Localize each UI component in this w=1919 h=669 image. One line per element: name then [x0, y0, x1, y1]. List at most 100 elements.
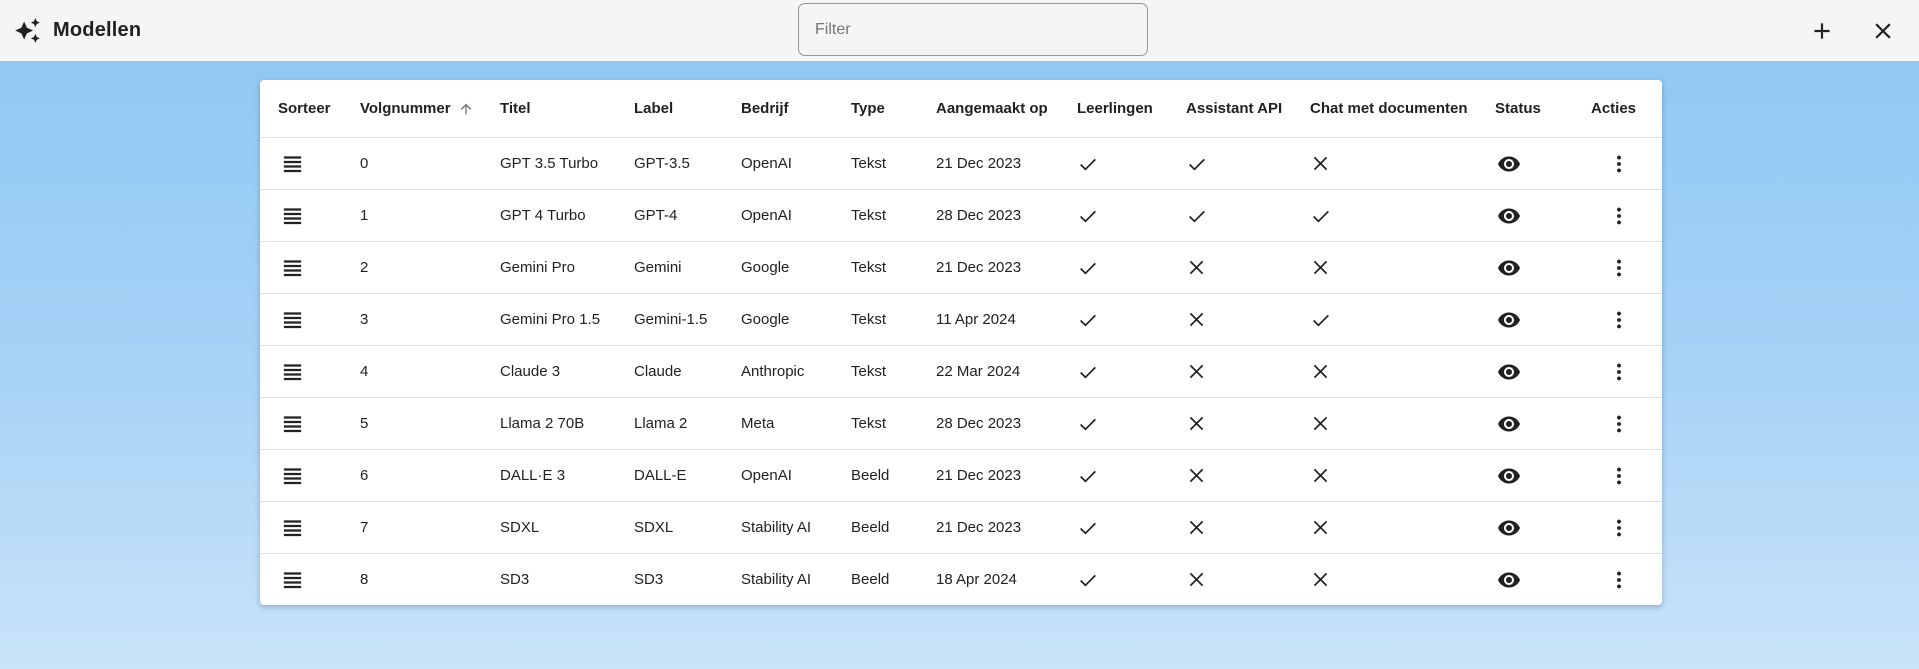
drag-handle[interactable] — [278, 306, 306, 334]
cell-bedrijf: Anthropic — [741, 363, 805, 380]
cell-bedrijf: Google — [741, 311, 790, 328]
table-row: 7 SDXL SDXL Stability AI Beeld 21 Dec 2023 — [260, 501, 1662, 553]
boolean-cell — [1292, 517, 1477, 538]
boolean-cell — [1059, 257, 1168, 279]
actions-cell — [1573, 410, 1662, 438]
cell-volgnummer: 8 — [360, 571, 369, 588]
status-visibility-button[interactable] — [1495, 358, 1523, 386]
drag-handle[interactable] — [278, 254, 306, 282]
check-icon — [1077, 309, 1099, 331]
eye-icon — [1497, 516, 1521, 540]
drag-handle[interactable] — [278, 202, 306, 230]
row-actions-menu-button[interactable] — [1605, 306, 1633, 334]
app-bar: Modellen — [0, 0, 1919, 61]
cell-aangemaakt-op: 11 Apr 2024 — [936, 311, 1016, 328]
boolean-cell — [1059, 205, 1168, 227]
drag-handle[interactable] — [278, 514, 306, 542]
column-header-acties: Acties — [1591, 100, 1637, 117]
boolean-cell — [1292, 569, 1477, 590]
eye-icon — [1497, 568, 1521, 592]
actions-cell — [1573, 150, 1662, 178]
eye-icon — [1497, 308, 1521, 332]
row-actions-menu-button[interactable] — [1605, 566, 1633, 594]
column-header-aangemaakt-op[interactable]: Aangemaakt op — [936, 100, 1048, 117]
row-actions-menu-button[interactable] — [1605, 358, 1633, 386]
sort-cell — [260, 202, 342, 230]
app-bar-title-group: Modellen — [14, 0, 141, 61]
drag-handle[interactable] — [278, 358, 306, 386]
table-body: 0 GPT 3.5 Turbo GPT-3.5 OpenAI Tekst 21 Dec 2… — [260, 137, 1662, 605]
add-button[interactable] — [1804, 13, 1840, 49]
check-icon — [1186, 153, 1208, 175]
boolean-cell — [1292, 361, 1477, 382]
cell-label: SDXL — [634, 519, 674, 536]
eye-icon — [1497, 204, 1521, 228]
row-actions-menu-button[interactable] — [1605, 150, 1633, 178]
sort-cell — [260, 306, 342, 334]
column-header-assistant-api[interactable]: Assistant API — [1186, 100, 1283, 117]
status-cell — [1477, 150, 1573, 178]
cell-bedrijf: Google — [741, 259, 790, 276]
table-row: 5 Llama 2 70B Llama 2 Meta Tekst 28 Dec 2023 — [260, 397, 1662, 449]
boolean-cell — [1059, 153, 1168, 175]
column-header-titel[interactable]: Titel — [500, 100, 531, 117]
row-actions-menu-button[interactable] — [1605, 202, 1633, 230]
sort-cell — [260, 514, 342, 542]
cell-type: Tekst — [851, 259, 887, 276]
cross-icon — [1186, 309, 1207, 330]
kebab-menu-icon — [1608, 517, 1630, 539]
column-header-bedrijf[interactable]: Bedrijf — [741, 100, 789, 117]
drag-handle[interactable] — [278, 150, 306, 178]
cell-titel: SDXL — [500, 519, 540, 536]
cell-volgnummer: 7 — [360, 519, 369, 536]
status-visibility-button[interactable] — [1495, 254, 1523, 282]
status-visibility-button[interactable] — [1495, 566, 1523, 594]
drag-handle-icon — [281, 256, 304, 279]
column-header-type[interactable]: Type — [851, 100, 885, 117]
table-row: 0 GPT 3.5 Turbo GPT-3.5 OpenAI Tekst 21 Dec 2… — [260, 137, 1662, 189]
status-visibility-button[interactable] — [1495, 150, 1523, 178]
cell-type: Tekst — [851, 363, 887, 380]
cell-titel: GPT 3.5 Turbo — [500, 155, 599, 172]
boolean-cell — [1168, 413, 1292, 434]
column-header-volgnummer[interactable]: Volgnummer — [342, 100, 482, 117]
status-visibility-button[interactable] — [1495, 202, 1523, 230]
table-row: 8 SD3 SD3 Stability AI Beeld 18 Apr 2024 — [260, 553, 1662, 605]
cell-titel: DALL·E 3 — [500, 467, 566, 484]
cell-label: SD3 — [634, 571, 664, 588]
boolean-cell — [1292, 257, 1477, 278]
status-visibility-button[interactable] — [1495, 514, 1523, 542]
column-header-label[interactable]: Label — [634, 100, 674, 117]
close-button[interactable] — [1865, 13, 1901, 49]
filter-input[interactable] — [798, 3, 1148, 56]
row-actions-menu-button[interactable] — [1605, 462, 1633, 490]
column-header-leerlingen[interactable]: Leerlingen — [1077, 100, 1153, 117]
boolean-cell — [1059, 309, 1168, 331]
cell-aangemaakt-op: 21 Dec 2023 — [936, 259, 1022, 276]
column-header-chat-met-documenten[interactable]: Chat met documenten — [1310, 100, 1468, 117]
drag-handle-icon — [281, 360, 304, 383]
actions-cell — [1573, 566, 1662, 594]
drag-handle[interactable] — [278, 410, 306, 438]
row-actions-menu-button[interactable] — [1605, 514, 1633, 542]
row-actions-menu-button[interactable] — [1605, 254, 1633, 282]
eye-icon — [1497, 152, 1521, 176]
cross-icon — [1186, 413, 1207, 434]
check-icon — [1077, 153, 1099, 175]
drag-handle[interactable] — [278, 566, 306, 594]
status-visibility-button[interactable] — [1495, 462, 1523, 490]
cell-bedrijf: Stability AI — [741, 519, 812, 536]
eye-icon — [1497, 256, 1521, 280]
check-icon — [1186, 205, 1208, 227]
cell-aangemaakt-op: 28 Dec 2023 — [936, 207, 1022, 224]
sort-cell — [260, 462, 342, 490]
kebab-menu-icon — [1608, 257, 1630, 279]
boolean-cell — [1292, 153, 1477, 174]
plus-icon — [1809, 18, 1835, 44]
drag-handle[interactable] — [278, 462, 306, 490]
status-visibility-button[interactable] — [1495, 306, 1523, 334]
boolean-cell — [1168, 309, 1292, 330]
status-visibility-button[interactable] — [1495, 410, 1523, 438]
row-actions-menu-button[interactable] — [1605, 410, 1633, 438]
drag-handle-icon — [281, 568, 304, 591]
